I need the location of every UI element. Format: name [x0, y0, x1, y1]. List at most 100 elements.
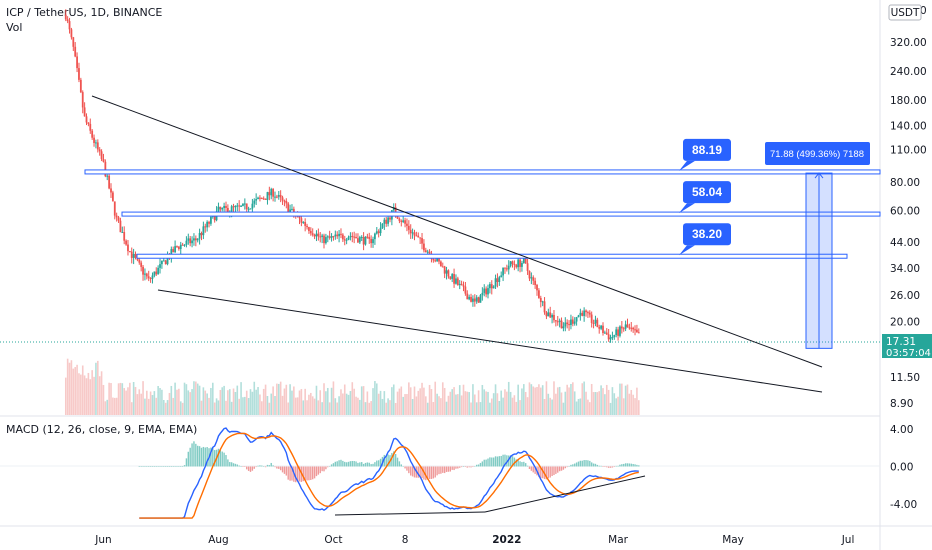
- volume-bar: [191, 389, 193, 415]
- macd-histogram-bar: [146, 466, 148, 467]
- candle: [605, 328, 608, 336]
- chart-title: ICP / TetherUS, 1D, BINANCE: [6, 6, 163, 19]
- currency-badge[interactable]: USDT: [888, 4, 922, 21]
- candle: [443, 265, 446, 279]
- volume-bar: [91, 370, 93, 415]
- volume-bar: [494, 384, 497, 415]
- level-line[interactable]: [84, 169, 881, 175]
- macd-label: MACD (12, 26, close, 9, EMA, EMA): [6, 423, 198, 436]
- candle: [128, 250, 131, 253]
- volume-bar: [398, 388, 401, 415]
- candle: [449, 276, 452, 280]
- volume-bar: [609, 402, 612, 415]
- volume-bar: [507, 381, 510, 415]
- macd-histogram-bar: [217, 448, 220, 467]
- candle: [281, 195, 284, 205]
- macd-histogram-bar: [394, 453, 397, 467]
- macd-support-line[interactable]: [334, 511, 486, 516]
- macd-histogram-bar: [247, 466, 250, 471]
- macd-histogram-bar: [262, 466, 265, 467]
- level-label[interactable]: 38.20: [679, 223, 731, 256]
- macd-histogram-bar: [317, 466, 320, 475]
- candle: [274, 191, 276, 202]
- candle: [611, 331, 614, 341]
- volume-bar: [129, 382, 131, 415]
- macd-histogram-bar: [393, 451, 395, 467]
- volume-bar: [140, 393, 142, 415]
- volume-bar: [596, 392, 599, 415]
- volume-bar: [636, 387, 638, 415]
- macd-histogram-bar: [315, 466, 318, 477]
- volume-bar: [483, 389, 486, 415]
- volume-bar: [97, 360, 99, 415]
- volume-bar: [283, 388, 286, 415]
- volume-bar: [630, 389, 633, 415]
- macd-histogram-bar: [623, 463, 625, 467]
- support-trendline[interactable]: [157, 289, 823, 393]
- volume-bar: [296, 397, 299, 415]
- volume-bar: [485, 391, 487, 415]
- candle: [221, 207, 224, 212]
- volume-bar: [370, 401, 372, 415]
- candle: [400, 219, 403, 227]
- macd-histogram-bar: [327, 466, 329, 468]
- candle: [534, 277, 537, 289]
- candle: [421, 232, 423, 250]
- volume-bar: [385, 402, 388, 415]
- macd-support-line[interactable]: [484, 475, 646, 513]
- macd-histogram-bar: [443, 466, 446, 474]
- macd-histogram-bar: [244, 466, 246, 467]
- candle: [622, 326, 625, 332]
- candle: [174, 240, 176, 254]
- volume-bar: [302, 400, 305, 415]
- volume-bar: [130, 402, 133, 415]
- macd-histogram-bar: [279, 466, 282, 471]
- volume-bar: [228, 389, 231, 415]
- volume-bar: [443, 387, 446, 415]
- macd-histogram-bar: [272, 465, 274, 467]
- macd-histogram-bar: [138, 466, 140, 467]
- candle: [74, 42, 77, 58]
- volume-bar: [572, 382, 574, 415]
- macd-histogram-bar: [438, 466, 440, 475]
- candle: [505, 264, 508, 272]
- candle: [488, 282, 491, 294]
- candle: [108, 172, 111, 190]
- level-line[interactable]: [121, 211, 881, 217]
- candle: [285, 198, 288, 209]
- macd-histogram-bar: [464, 466, 467, 467]
- volume-bar: [72, 368, 75, 415]
- level-line[interactable]: [136, 253, 848, 259]
- volume-bar: [564, 391, 567, 415]
- macd-histogram-bar: [417, 466, 419, 478]
- macd-histogram-bar: [153, 466, 156, 467]
- candle: [127, 240, 129, 256]
- candle: [79, 77, 82, 94]
- volume-bar: [509, 391, 512, 415]
- macd-histogram-bar: [255, 466, 257, 468]
- volume-bar: [592, 392, 595, 415]
- volume-bar: [409, 387, 412, 415]
- volume-bar: [187, 390, 190, 415]
- volume-bar: [413, 386, 416, 415]
- candle: [619, 325, 621, 338]
- candle: [477, 296, 480, 303]
- candle: [291, 204, 293, 211]
- volume-bar: [323, 383, 325, 415]
- level-label[interactable]: 58.04: [679, 181, 731, 214]
- volume-bar: [242, 397, 244, 415]
- candle: [264, 198, 267, 200]
- candle: [326, 235, 329, 243]
- macd-histogram-bar: [404, 466, 406, 469]
- candle: [583, 307, 586, 322]
- macd-histogram-bar: [410, 466, 412, 476]
- macd-histogram-bar: [278, 466, 280, 469]
- resistance-trendline[interactable]: [91, 95, 823, 368]
- level-label[interactable]: 88.19: [679, 138, 731, 171]
- time-tick: 2022: [492, 534, 521, 546]
- volume-bar: [119, 382, 122, 415]
- macd-histogram-bar: [549, 466, 551, 478]
- macd-histogram-bar: [289, 466, 291, 481]
- volume-bar: [179, 401, 182, 415]
